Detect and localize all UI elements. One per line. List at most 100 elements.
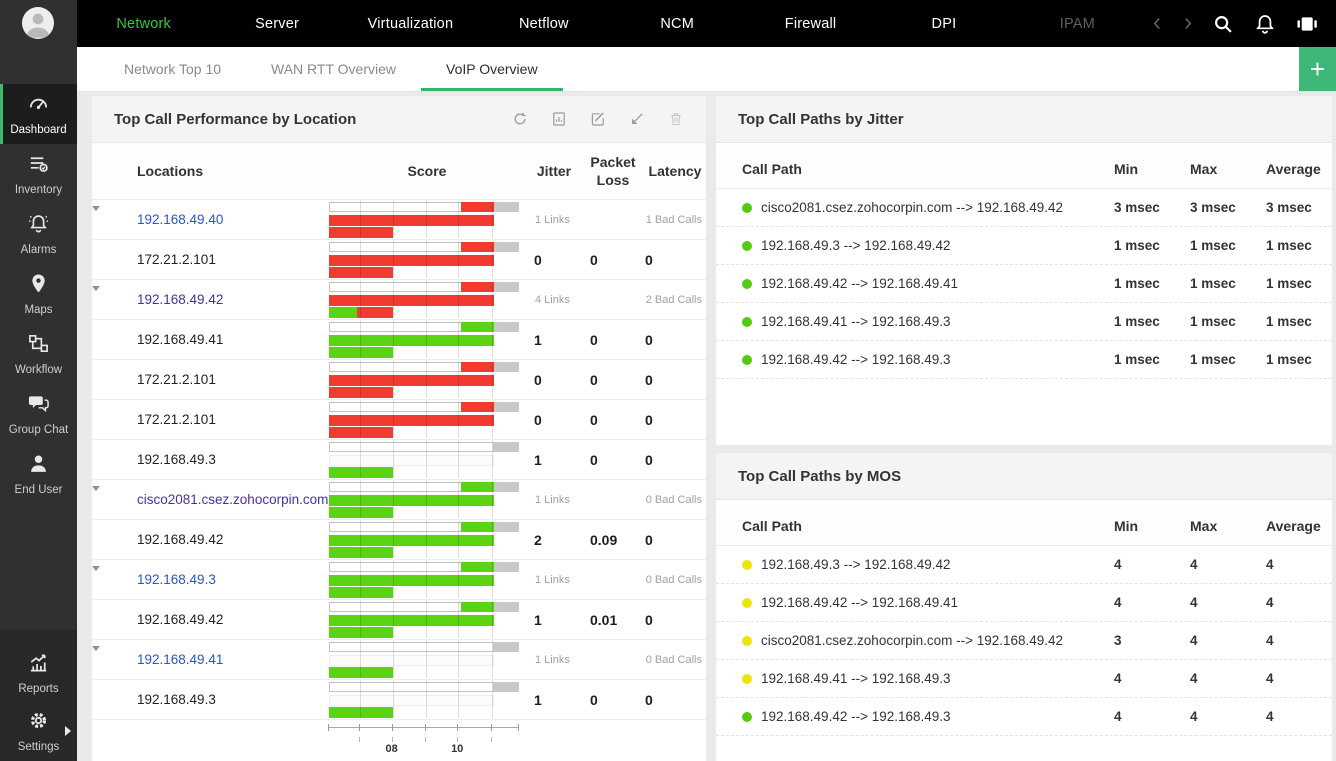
avg-value: 1 msec [1266,276,1312,291]
sidebar-item-dashboard[interactable]: Dashboard [0,84,77,144]
tick-mark [425,281,427,318]
sidebar: Dashboard Inventory Alarms Maps Workflow Grou… [0,0,77,761]
expand-caret-icon[interactable] [92,645,100,668]
score-range-track [329,682,495,692]
sidebar-item-end-user[interactable]: End User [0,444,77,504]
expand-caret-icon[interactable] [92,565,100,588]
axis-subtick [457,737,459,742]
jitter-value: 1 [534,331,542,348]
nav-item-netflow[interactable]: Netflow [518,15,569,32]
avg-value: 4 [1266,671,1274,686]
user-avatar[interactable] [22,7,54,39]
tick-mark [392,681,394,718]
notifications-bell-icon[interactable] [1246,9,1284,39]
min-value: 3 msec [1114,200,1160,215]
add-dashboard-button[interactable]: + [1299,47,1336,91]
chevron-left-icon[interactable] [1144,11,1170,37]
avg-value: 4 [1266,709,1274,724]
location-link[interactable]: 192.168.49.3 [137,572,216,587]
sidebar-item-maps[interactable]: Maps [0,264,77,324]
location-link[interactable]: 192.168.49.40 [137,212,224,227]
score-bar-min [329,267,393,278]
location-row: 192.168.49.42 4 Links 2 Bad Calls [92,280,706,320]
delete-icon[interactable] [668,111,684,127]
collapse-icon[interactable] [629,111,645,127]
location-row: 172.21.2.101 0 0 0 [92,400,706,440]
location-link[interactable]: 192.168.49.41 [137,652,224,667]
panel-header: Top Call Paths by Jitter [716,96,1332,143]
location-label: 172.21.2.101 [137,252,216,267]
location-row: cisco2081.csez.zohocorpin.com 1 Links 0 Ba… [92,480,706,520]
tab-voip-overview[interactable]: VoIP Overview [421,47,563,91]
score-value-segment [461,202,495,212]
sidebar-menu: Dashboard Inventory Alarms Maps Workflow Grou… [0,84,77,504]
links-count: 1 Links [535,493,570,506]
column-header-latency: Latency [648,163,702,179]
bar-segment [329,707,393,718]
column-header-max: Max [1190,518,1218,534]
column-header-jitter: Jitter [536,163,572,179]
edit-icon[interactable] [590,111,606,127]
bad-calls-count: 0 Bad Calls [645,653,702,666]
report-export-icon[interactable] [551,111,567,127]
score-cell [328,641,526,678]
nav-item-server[interactable]: Server [255,15,300,32]
expand-caret-icon[interactable] [92,205,100,228]
call-path-label: 192.168.49.42 --> 192.168.49.41 [761,276,959,291]
tick-mark [360,241,362,278]
expand-caret-icon[interactable] [92,285,100,308]
search-icon[interactable] [1204,9,1242,39]
sidebar-item-workflow[interactable]: Workflow [0,324,77,384]
call-path-cell: 192.168.49.3 --> 192.168.49.42 [716,557,1104,572]
score-cell [328,481,526,518]
tick-mark [491,361,493,398]
location-link[interactable]: cisco2081.csez.zohocorpin.com [137,492,329,507]
location-link[interactable]: 192.168.49.42 [137,292,224,307]
caret-cell[interactable] [92,645,128,669]
sidebar-item-reports[interactable]: Reports [0,644,77,702]
nav-item-virtualization[interactable]: Virtualization [367,15,454,32]
location-row: 192.168.49.42 1 0.01 0 [92,600,706,640]
score-overflow-cap [494,482,519,492]
status-dot-green [742,316,752,327]
score-overflow-cap [494,202,519,212]
nav-item-firewall[interactable]: Firewall [784,15,837,32]
score-bullet-chart [329,281,519,318]
tab-wan-rtt-overview[interactable]: WAN RTT Overview [271,61,396,77]
latency-value: 0 [645,451,653,468]
tab-network-top-10[interactable]: Network Top 10 [124,61,222,77]
score-cell [328,561,526,598]
axis-tick [457,724,459,731]
avg-value: 4 [1266,557,1274,572]
table-column-headers: Locations Score Jitter Packet Loss Latency [92,143,706,200]
panels-layout-icon[interactable] [1288,9,1326,39]
links-count: 1 Links [535,573,570,586]
sidebar-item-group-chat[interactable]: Group Chat [0,384,77,444]
latency-value: 0 [645,331,653,348]
score-overflow-cap [494,242,519,252]
score-bar-max [329,575,495,586]
expand-caret-icon[interactable] [92,485,100,508]
tick-mark [425,481,427,518]
score-bar-min [329,467,393,478]
caret-cell[interactable] [92,285,128,309]
call-path-cell: cisco2081.csez.zohocorpin.com --> 192.16… [716,200,1104,215]
nav-item-ipam[interactable]: IPAM [1059,15,1095,32]
bar-segment [329,547,393,558]
sidebar-item-alarms[interactable]: Alarms [0,204,77,264]
score-range-track [329,442,495,452]
score-bullet-chart [329,561,519,598]
chevron-right-icon[interactable] [1174,11,1200,37]
table-column-headers: Call Path Min Max Average [716,507,1332,546]
packet-loss-value: 0 [590,451,598,468]
nav-item-dpi[interactable]: DPI [931,15,957,32]
sidebar-item-settings[interactable]: Settings [0,702,77,760]
tick-mark [425,241,427,278]
nav-item-network[interactable]: Network [116,15,171,32]
caret-cell[interactable] [92,205,128,229]
sidebar-item-inventory[interactable]: Inventory [0,144,77,204]
refresh-icon[interactable] [512,111,528,127]
caret-cell[interactable] [92,485,128,509]
nav-item-ncm[interactable]: NCM [660,15,694,32]
caret-cell[interactable] [92,565,128,589]
